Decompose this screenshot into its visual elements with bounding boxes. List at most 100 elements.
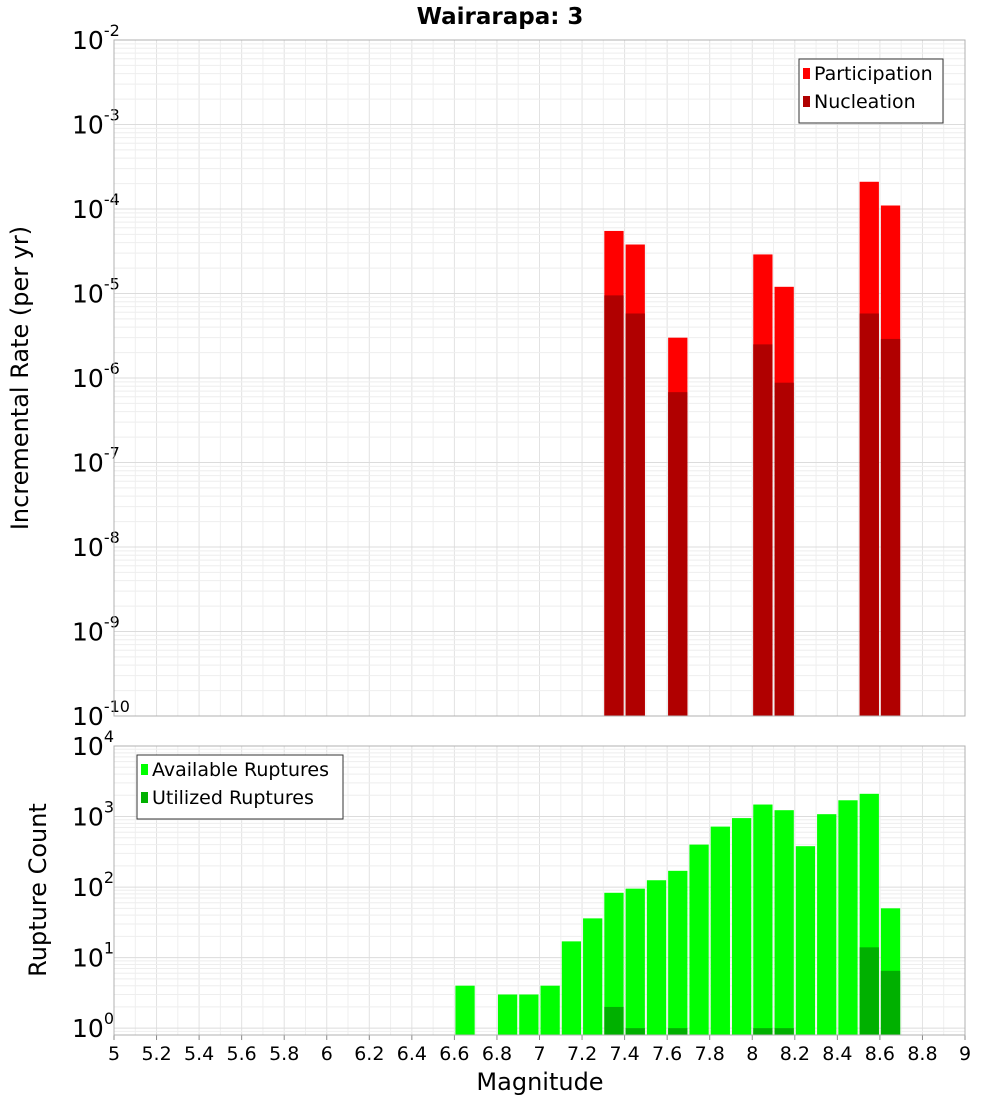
bot-y-tick-label: 104	[72, 727, 114, 761]
bot-bar-utilized-ruptures	[625, 1028, 645, 1035]
top-bar-nucleation	[668, 392, 688, 716]
bot-bar-available-ruptures	[710, 826, 730, 1035]
bot-bar-utilized-ruptures	[604, 1006, 624, 1035]
x-tick-label: 6	[321, 1043, 333, 1065]
bot-bar-utilized-ruptures	[753, 1028, 773, 1035]
top-y-tick-base: 10	[72, 195, 104, 224]
bottom-y-axis-label: Rupture Count	[24, 803, 52, 977]
bottom-bars	[455, 793, 901, 1035]
top-y-tick-base: 10	[72, 449, 104, 478]
bot-bar-utilized-ruptures	[774, 1028, 794, 1035]
bot-y-tick-exponent: 1	[104, 939, 114, 958]
bot-bar-available-ruptures	[604, 892, 624, 1035]
top-y-tick-label: 10-6	[72, 359, 120, 393]
x-tick-label: 7.6	[652, 1043, 682, 1065]
x-tick-label: 6.2	[354, 1043, 384, 1065]
x-tick-label: 9	[959, 1043, 971, 1065]
bot-legend-swatch	[141, 792, 148, 803]
bot-bar-available-ruptures	[497, 994, 518, 1035]
bot-bar-available-ruptures	[583, 918, 603, 1035]
top-y-tick-label: 10-9	[72, 613, 120, 647]
top-y-tick-label: 10-4	[72, 190, 120, 224]
top-y-tick-exponent: -2	[104, 21, 120, 40]
x-tick-label: 6.8	[482, 1043, 512, 1065]
top-y-axis-label: Incremental Rate (per yr)	[6, 226, 34, 530]
bot-bar-available-ruptures	[689, 844, 709, 1035]
top-y-tick-label: 10-3	[72, 106, 120, 140]
bot-y-tick-base: 10	[72, 732, 104, 761]
bot-bar-available-ruptures	[817, 814, 837, 1035]
top-legend-box	[798, 58, 944, 124]
top-y-tick-exponent: -10	[104, 697, 130, 716]
bot-legend-swatch	[141, 764, 148, 775]
top-y-tick-base: 10	[72, 280, 104, 309]
bot-bar-utilized-ruptures	[668, 1028, 688, 1035]
bot-y-tick-base: 10	[72, 1014, 104, 1043]
x-tick-label: 6.4	[397, 1043, 427, 1065]
top-y-tick-base: 10	[72, 111, 104, 140]
top-legend-label: Participation	[814, 63, 933, 85]
top-bar-nucleation	[604, 295, 624, 716]
bot-bar-available-ruptures	[668, 870, 688, 1035]
top-y-tick-exponent: -3	[104, 106, 120, 125]
bot-bar-available-ruptures	[561, 941, 582, 1035]
top-legend-swatch	[803, 96, 810, 107]
top-y-tick-label: 10-10	[72, 697, 130, 731]
bottom-legend: Available Ruptures Utilized Ruptures	[136, 754, 344, 820]
bot-legend-label: Available Ruptures	[152, 759, 329, 781]
top-y-tick-base: 10	[72, 702, 104, 731]
top-bars	[604, 181, 901, 717]
bot-bar-available-ruptures	[646, 880, 667, 1035]
top-y-tick-exponent: -9	[104, 613, 120, 632]
top-bar-nucleation	[880, 338, 901, 716]
bot-bar-available-ruptures	[540, 985, 560, 1035]
bot-bar-available-ruptures	[774, 810, 794, 1035]
x-tick-label: 7.2	[567, 1043, 597, 1065]
bot-y-tick-exponent: 2	[104, 868, 114, 887]
x-tick-label: 6.6	[439, 1043, 469, 1065]
x-tick-label: 8.6	[865, 1043, 895, 1065]
top-y-tick-exponent: -5	[104, 275, 120, 294]
x-tick-label: 7	[533, 1043, 545, 1065]
bot-bar-available-ruptures	[519, 994, 539, 1035]
top-y-tick-label: 10-2	[72, 21, 120, 55]
top-y-tick-exponent: -6	[104, 359, 120, 378]
x-tick-label: 8.8	[907, 1043, 937, 1065]
bot-y-tick-label: 102	[72, 868, 114, 902]
top-legend: Participation Nucleation	[798, 58, 944, 124]
top-legend-label: Nucleation	[814, 91, 916, 113]
bot-legend-label: Utilized Ruptures	[152, 787, 314, 809]
x-tick-label: 8.4	[822, 1043, 852, 1065]
x-tick-label: 8.2	[780, 1043, 810, 1065]
bot-y-tick-base: 10	[72, 803, 104, 832]
bot-bar-utilized-ruptures	[880, 970, 901, 1035]
x-tick-label: 7.4	[609, 1043, 639, 1065]
top-grid	[113, 39, 966, 717]
x-tick-label: 5.2	[141, 1043, 171, 1065]
top-y-tick-exponent: -8	[104, 528, 120, 547]
bot-y-tick-label: 101	[72, 939, 114, 973]
top-y-tick-label: 10-8	[72, 528, 120, 562]
bot-bar-available-ruptures	[753, 804, 773, 1035]
top-bar-nucleation	[625, 313, 645, 716]
top-bar-nucleation	[774, 382, 794, 716]
bot-y-tick-exponent: 3	[104, 798, 114, 817]
bot-y-tick-label: 100	[72, 1009, 114, 1043]
x-tick-label: 5	[108, 1043, 120, 1065]
top-bar-nucleation	[859, 313, 879, 716]
bot-bar-available-ruptures	[731, 818, 752, 1035]
bot-bar-utilized-ruptures	[859, 947, 879, 1035]
bot-bar-available-ruptures	[795, 846, 816, 1035]
x-tick-label: 8	[746, 1043, 758, 1065]
top-y-tick-exponent: -4	[104, 190, 120, 209]
top-y-tick-label: 10-5	[72, 275, 120, 309]
x-tick-label: 5.6	[227, 1043, 257, 1065]
top-y-tick-base: 10	[72, 364, 104, 393]
top-plot-border	[113, 39, 966, 717]
bot-legend-box	[136, 754, 344, 820]
bot-y-tick-exponent: 4	[104, 727, 114, 746]
bot-bar-available-ruptures	[625, 888, 645, 1035]
bot-y-tick-base: 10	[72, 944, 104, 973]
